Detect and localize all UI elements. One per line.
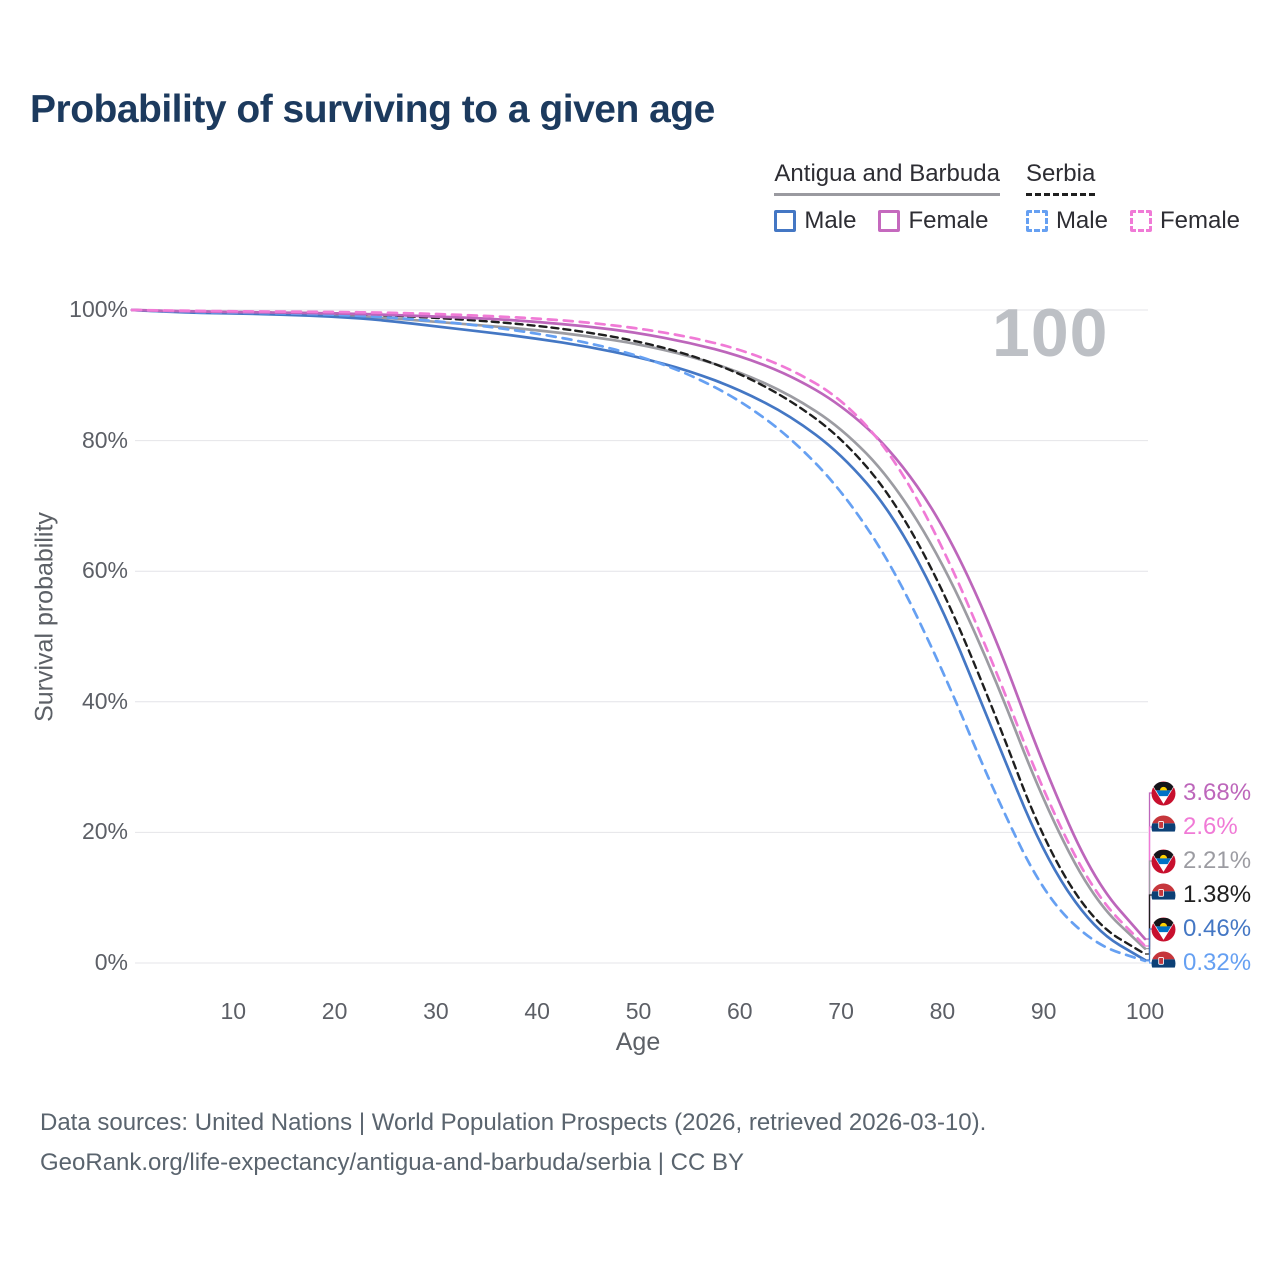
leader-line-ag-male bbox=[1145, 928, 1153, 961]
series-line-ag-total bbox=[130, 308, 1147, 950]
series-line-ag-male bbox=[130, 308, 1147, 962]
x-tick-label: 100 bbox=[1125, 998, 1165, 1024]
y-tick-label: 0% bbox=[94, 949, 128, 975]
x-tick-label: 50 bbox=[625, 998, 652, 1024]
x-tick-label: 20 bbox=[321, 998, 348, 1024]
x-axis-title: Age bbox=[615, 1028, 661, 1056]
legend-item-label: Male bbox=[804, 207, 857, 234]
x-tick-label: 90 bbox=[1030, 998, 1057, 1024]
page-title: Probability of surviving to a given age bbox=[30, 88, 715, 131]
x-tick-label: 80 bbox=[929, 998, 956, 1024]
antigua-and-barbuda-flag-icon bbox=[1151, 917, 1176, 941]
end-label-value: 2.21% bbox=[1183, 847, 1252, 874]
x-tick-label: 30 bbox=[423, 998, 449, 1024]
series-line-ag-female bbox=[130, 308, 1147, 941]
leader-line-rs-total bbox=[1145, 894, 1153, 955]
footer-sources-line: Data sources: United Nations | World Pop… bbox=[40, 1109, 987, 1136]
footer-attribution-line: GeoRank.org/life-expectancy/antigua-and-… bbox=[40, 1149, 744, 1177]
leader-line-rs-male bbox=[1145, 960, 1153, 964]
end-label-rs-female: 2.6% bbox=[1151, 813, 1238, 841]
antigua-and-barbuda-flag-icon bbox=[1151, 781, 1176, 805]
series-line-rs-female bbox=[130, 308, 1147, 948]
legend-item-rs-male[interactable]: Male bbox=[1025, 207, 1108, 235]
legend-swatch-ag-female bbox=[878, 210, 901, 232]
y-tick-label: 100% bbox=[69, 296, 128, 322]
legend-item-label: Female bbox=[908, 207, 989, 234]
end-label-value: 3.68% bbox=[1183, 779, 1252, 806]
legend-item-rs-female[interactable]: Female bbox=[1129, 207, 1240, 235]
legend-item-ag-male[interactable]: Male bbox=[774, 207, 856, 235]
serbia-flag-icon bbox=[1151, 815, 1176, 839]
legend-group-title: Serbia bbox=[1025, 160, 1096, 196]
legend-group-antigua-and-barbuda: Antigua and Barbuda Male Female bbox=[774, 160, 1000, 235]
serbia-flag-icon bbox=[1151, 883, 1176, 907]
legend-item-label: Female bbox=[1159, 207, 1240, 234]
legend-swatch-ag-male bbox=[774, 210, 797, 232]
legend-item-ag-female[interactable]: Female bbox=[878, 207, 988, 235]
end-label-rs-male: 0.32% bbox=[1151, 949, 1251, 977]
end-label-value: 1.38% bbox=[1183, 881, 1252, 908]
legend-group-title: Antigua and Barbuda bbox=[774, 160, 1000, 196]
x-tick-label: 10 bbox=[220, 998, 247, 1024]
end-label-value: 0.32% bbox=[1183, 949, 1252, 976]
legend-item-label: Male bbox=[1055, 207, 1108, 234]
y-tick-label: 40% bbox=[81, 687, 128, 714]
legend-group-serbia: Serbia Male Female bbox=[1025, 160, 1240, 235]
end-label-ag-total: 2.21% bbox=[1151, 847, 1251, 875]
y-tick-label: 20% bbox=[81, 818, 128, 845]
end-label-value: 0.46% bbox=[1183, 915, 1252, 942]
x-tick-label: 40 bbox=[524, 998, 550, 1024]
end-label-ag-female: 3.68% bbox=[1151, 779, 1251, 807]
legend-swatch-rs-female bbox=[1129, 210, 1152, 232]
y-tick-label: 80% bbox=[81, 426, 128, 453]
antigua-and-barbuda-flag-icon bbox=[1151, 849, 1176, 873]
end-label-rs-total: 1.38% bbox=[1151, 881, 1251, 909]
end-label-value: 2.6% bbox=[1183, 813, 1238, 840]
x-tick-label: 70 bbox=[828, 998, 854, 1024]
y-tick-label: 60% bbox=[81, 557, 128, 584]
serbia-flag-icon bbox=[1151, 951, 1176, 975]
end-label-ag-male: 0.46% bbox=[1151, 915, 1251, 943]
x-tick-label: 60 bbox=[727, 998, 753, 1024]
legend-swatch-rs-male bbox=[1025, 210, 1048, 232]
age-watermark: 100 bbox=[992, 295, 1109, 371]
footer: Data sources: United Nations | World Pop… bbox=[40, 1103, 986, 1183]
legend: Antigua and Barbuda Male Female Serbia Male F… bbox=[774, 160, 1240, 235]
